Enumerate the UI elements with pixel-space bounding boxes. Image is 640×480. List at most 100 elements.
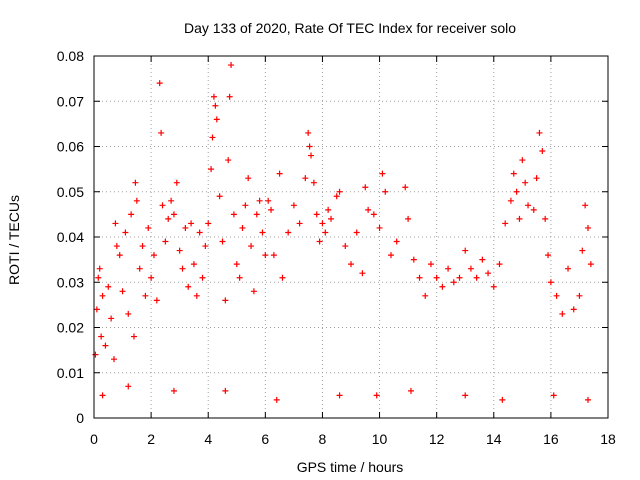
chart-title: Day 133 of 2020, Rate Of TEC Index for r…: [184, 20, 516, 36]
data-points: [92, 62, 594, 403]
data-point: [199, 274, 206, 281]
data-point: [407, 387, 414, 394]
data-point: [387, 252, 394, 259]
data-point: [148, 274, 155, 281]
data-point: [225, 157, 232, 164]
y-tick-label: 0.02: [57, 320, 84, 336]
data-point: [359, 270, 366, 277]
data-point: [513, 188, 520, 195]
data-point: [302, 175, 309, 182]
data-point: [319, 220, 326, 227]
data-point: [445, 265, 452, 272]
data-point: [306, 143, 313, 150]
x-tick-label: 2: [147, 431, 155, 447]
data-point: [559, 310, 566, 317]
data-point: [547, 279, 554, 286]
data-point: [205, 220, 212, 227]
data-point: [92, 351, 99, 358]
data-point: [553, 292, 560, 299]
y-tick-label: 0.08: [57, 48, 84, 64]
data-point: [222, 297, 229, 304]
y-tick-label: 0.04: [57, 229, 84, 245]
x-tick-label: 12: [429, 431, 445, 447]
data-point: [502, 220, 509, 227]
data-point: [270, 252, 277, 259]
data-point: [209, 134, 216, 141]
data-point: [439, 283, 446, 290]
data-point: [188, 220, 195, 227]
data-point: [162, 238, 169, 245]
data-point: [410, 256, 417, 263]
data-point: [313, 211, 320, 218]
data-point: [405, 215, 412, 222]
y-tick-label: 0.01: [57, 365, 84, 381]
data-point: [533, 175, 540, 182]
data-point: [382, 188, 389, 195]
data-point: [116, 252, 123, 259]
data-point: [236, 274, 243, 281]
data-point: [539, 148, 546, 155]
data-point: [427, 261, 434, 268]
data-point: [253, 211, 260, 218]
data-point: [308, 152, 315, 159]
data-point: [542, 215, 549, 222]
y-tick-label: 0.07: [57, 93, 84, 109]
y-tick-label: 0.03: [57, 274, 84, 290]
data-point: [233, 261, 240, 268]
data-point: [273, 396, 280, 403]
data-point: [536, 129, 543, 136]
data-point: [212, 102, 219, 109]
data-point: [305, 129, 312, 136]
data-point: [279, 274, 286, 281]
data-point: [133, 197, 140, 204]
data-point: [242, 202, 249, 209]
data-point: [519, 157, 526, 164]
data-point: [99, 292, 106, 299]
data-point: [125, 383, 132, 390]
data-point: [145, 224, 152, 231]
data-point: [276, 170, 283, 177]
x-tick-label: 6: [261, 431, 269, 447]
data-point: [362, 184, 369, 191]
data-point: [462, 392, 469, 399]
data-point: [96, 265, 103, 272]
x-tick-label: 10: [372, 431, 388, 447]
data-point: [433, 274, 440, 281]
data-point: [376, 224, 383, 231]
data-point: [98, 333, 105, 340]
data-point: [193, 292, 200, 299]
data-point: [485, 270, 492, 277]
data-point: [370, 211, 377, 218]
data-point: [450, 279, 457, 286]
data-point: [182, 224, 189, 231]
data-point: [585, 396, 592, 403]
data-point: [202, 243, 209, 250]
data-point: [150, 252, 157, 259]
data-point: [525, 202, 532, 209]
x-axis-label: GPS time / hours: [297, 459, 404, 475]
x-tick-label: 4: [204, 431, 212, 447]
data-point: [208, 166, 215, 173]
data-point: [222, 387, 229, 394]
data-point: [333, 193, 340, 200]
data-point: [325, 206, 332, 213]
data-point: [259, 229, 266, 236]
data-point: [365, 206, 372, 213]
data-point: [585, 224, 592, 231]
data-point: [310, 179, 317, 186]
data-point: [285, 229, 292, 236]
data-point: [153, 297, 160, 304]
plot-frame: [93, 55, 609, 419]
y-axis-label: ROTI / TECUs: [6, 195, 22, 285]
data-point: [530, 206, 537, 213]
data-point: [173, 179, 180, 186]
data-point: [342, 243, 349, 250]
data-point: [128, 211, 135, 218]
data-point: [296, 220, 303, 227]
data-point: [170, 211, 177, 218]
data-point: [179, 265, 186, 272]
data-point: [132, 179, 139, 186]
data-point: [479, 256, 486, 263]
data-point: [216, 193, 223, 200]
